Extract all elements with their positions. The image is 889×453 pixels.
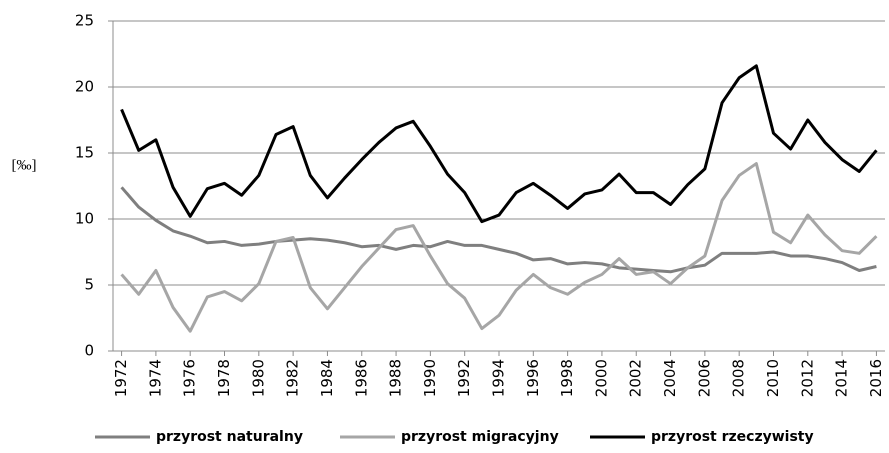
x-tick-label: 1982: [284, 359, 302, 397]
x-tick-label: 2004: [661, 359, 679, 397]
x-tick-label: 2000: [592, 359, 610, 397]
x-tick-label: 1998: [558, 359, 576, 397]
y-tick-label: 5: [84, 276, 94, 294]
series-line: [120, 186, 877, 274]
x-tick-label: 1986: [352, 359, 370, 397]
legend-label: przyrost naturalny: [156, 429, 303, 445]
x-tick-label: 1978: [215, 359, 233, 397]
y-tick-label: 15: [75, 144, 94, 162]
x-tick-label: 1980: [249, 359, 267, 397]
x-tick-label: 1992: [455, 359, 473, 397]
legend-label: przyrost rzeczywisty: [651, 429, 814, 445]
x-tick-label: 2012: [798, 359, 816, 397]
y-tick-label: 10: [75, 210, 94, 228]
x-tick-label: 1974: [146, 359, 164, 397]
x-tick-label: 1976: [181, 359, 199, 397]
x-tick-label: 2006: [695, 359, 713, 397]
x-tick-label: 1984: [318, 359, 336, 397]
y-tick-label: 0: [84, 342, 94, 360]
y-tick-label: 25: [75, 12, 94, 30]
x-tick-label: 1994: [490, 359, 508, 397]
x-tick-label: 2002: [627, 359, 645, 397]
series-line: [120, 64, 878, 224]
y-axis-label: [‰]: [12, 157, 37, 173]
series-line: [120, 162, 878, 333]
x-tick-label: 1972: [112, 359, 130, 397]
x-tick-label: 2010: [764, 359, 782, 397]
x-tick-label: 2016: [867, 359, 885, 397]
x-tick-label: 1988: [387, 359, 405, 397]
x-tick-label: 2014: [833, 359, 851, 397]
legend-label: przyrost migracyjny: [401, 429, 559, 445]
y-tick-label: 20: [75, 78, 94, 96]
x-tick-label: 2008: [730, 359, 748, 397]
x-tick-label: 1990: [421, 359, 439, 397]
x-tick-label: 1996: [524, 359, 542, 397]
